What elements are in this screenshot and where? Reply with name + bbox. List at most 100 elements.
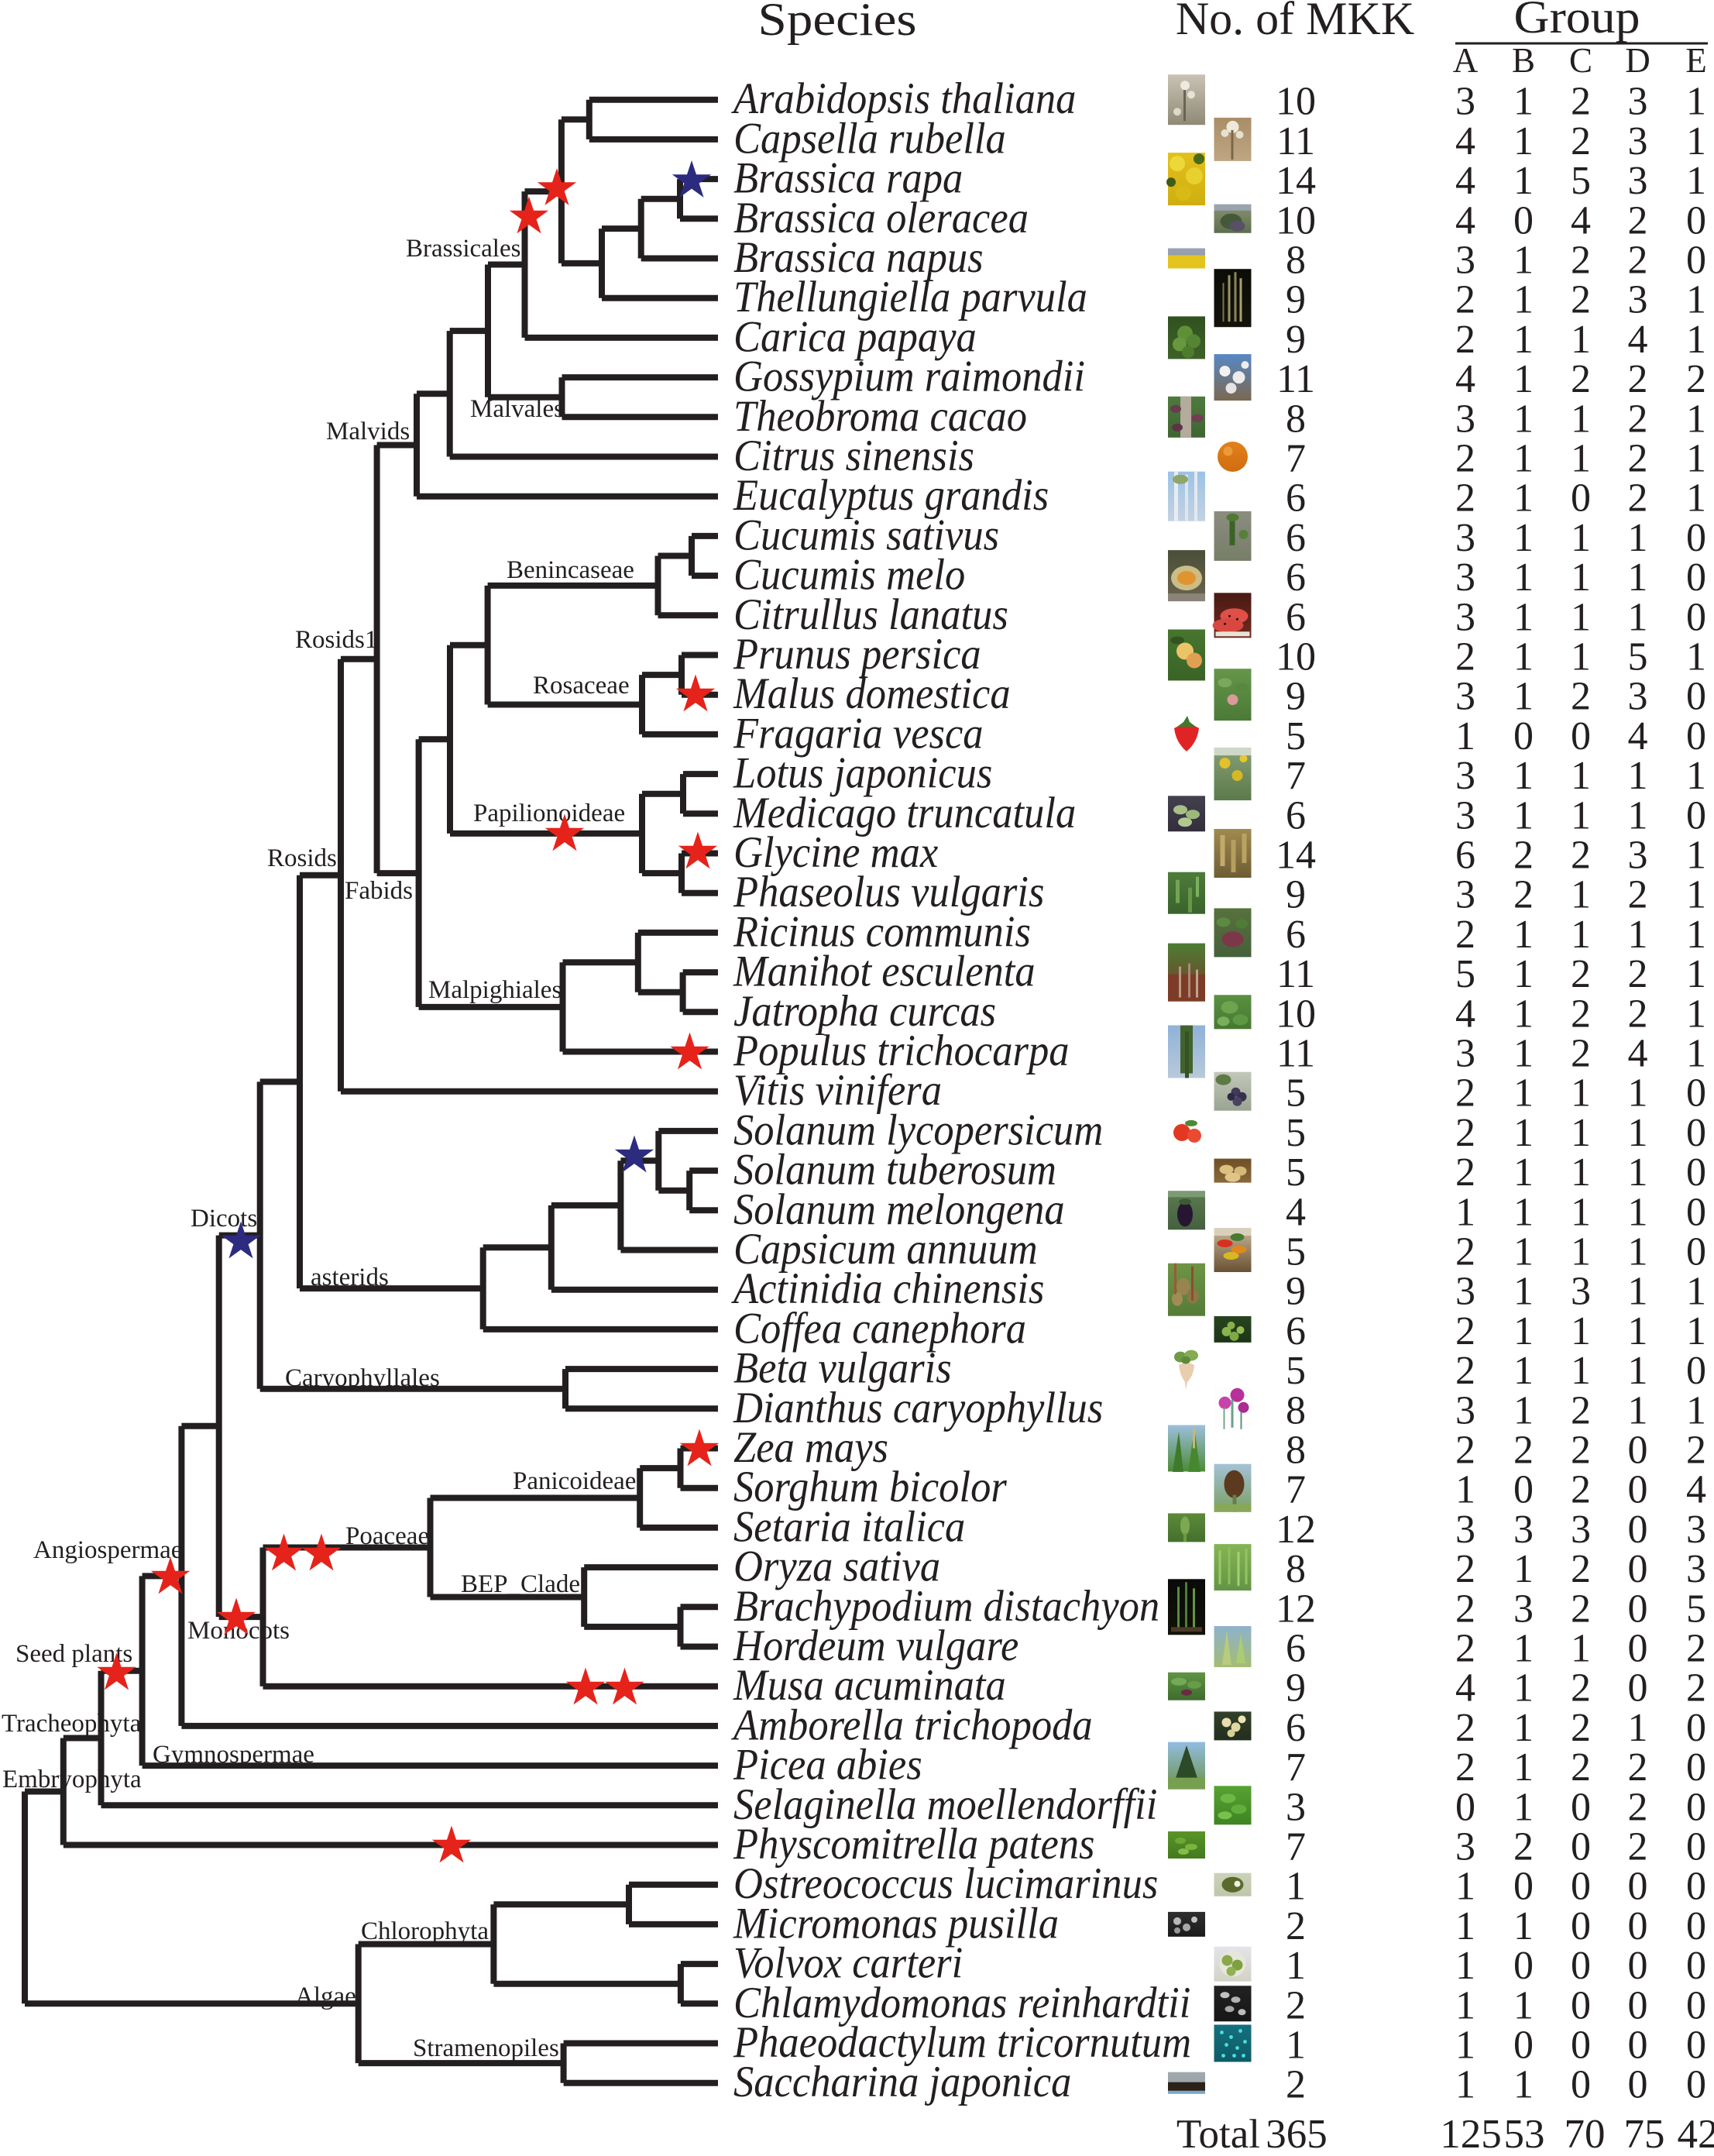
svg-text:0: 0: [1686, 1944, 1706, 1988]
svg-text:1: 1: [1513, 1270, 1534, 1314]
svg-text:Algae: Algae: [295, 1982, 356, 2010]
svg-text:2: 2: [1571, 1587, 1591, 1631]
svg-text:0: 0: [1628, 2024, 1648, 2068]
svg-text:Malpighiales: Malpighiales: [428, 976, 562, 1004]
svg-text:1: 1: [1686, 635, 1706, 679]
svg-text:3: 3: [1628, 834, 1648, 878]
svg-text:2: 2: [1628, 1785, 1648, 1829]
svg-text:1: 1: [1571, 555, 1591, 600]
svg-text:4: 4: [1455, 1666, 1475, 1711]
svg-text:1: 1: [1628, 754, 1648, 798]
svg-text:3: 3: [1628, 278, 1648, 322]
svg-text:1: 1: [1513, 1983, 1534, 2027]
svg-text:2: 2: [1455, 1547, 1475, 1591]
svg-text:8: 8: [1286, 1388, 1306, 1432]
svg-text:2: 2: [1628, 873, 1648, 917]
svg-text:1: 1: [1628, 1190, 1648, 1234]
svg-text:1: 1: [1628, 1071, 1648, 1116]
svg-text:E: E: [1685, 41, 1707, 80]
svg-text:1: 1: [1686, 992, 1706, 1036]
svg-text:2: 2: [1628, 992, 1648, 1036]
svg-text:3: 3: [1571, 1270, 1591, 1314]
svg-text:0: 0: [1513, 714, 1534, 758]
svg-text:1: 1: [1513, 1190, 1534, 1234]
svg-text:1: 1: [1513, 913, 1534, 957]
svg-text:3: 3: [1286, 1785, 1306, 1829]
svg-text:11: 11: [1276, 357, 1315, 401]
svg-text:3: 3: [1455, 793, 1475, 837]
svg-text:BEP_Clade: BEP_Clade: [461, 1570, 580, 1598]
svg-text:2: 2: [1571, 1429, 1591, 1473]
svg-text:1: 1: [1571, 873, 1591, 917]
svg-text:2: 2: [1571, 239, 1591, 283]
svg-text:14: 14: [1276, 159, 1316, 203]
svg-text:2: 2: [1628, 952, 1648, 996]
svg-text:0: 0: [1571, 1983, 1591, 2027]
svg-text:1: 1: [1455, 2063, 1475, 2107]
svg-text:1: 1: [1513, 1150, 1534, 1195]
svg-text:2: 2: [1571, 1468, 1591, 1512]
svg-text:1: 1: [1513, 1349, 1534, 1393]
svg-text:2: 2: [1513, 1825, 1534, 1869]
svg-text:0: 0: [1628, 1627, 1648, 1671]
svg-text:0: 0: [1628, 2063, 1648, 2107]
svg-text:0: 0: [1686, 555, 1706, 600]
svg-text:3: 3: [1513, 1508, 1534, 1552]
svg-text:2: 2: [1513, 1429, 1534, 1473]
svg-text:125: 125: [1440, 2112, 1502, 2152]
svg-text:1: 1: [1513, 516, 1534, 560]
svg-text:2: 2: [1513, 873, 1534, 917]
svg-text:1: 1: [1513, 1230, 1534, 1274]
svg-text:9: 9: [1286, 675, 1306, 719]
svg-text:2: 2: [1455, 1230, 1475, 1274]
svg-text:6: 6: [1286, 555, 1306, 600]
svg-text:1: 1: [1513, 992, 1534, 1036]
svg-text:7: 7: [1286, 754, 1306, 798]
svg-text:3: 3: [1455, 397, 1475, 441]
svg-text:5: 5: [1286, 1111, 1306, 1155]
svg-text:1: 1: [1455, 1904, 1475, 1948]
svg-text:Benincaseae: Benincaseae: [507, 556, 634, 584]
svg-text:1: 1: [1571, 397, 1591, 441]
svg-text:5: 5: [1628, 635, 1648, 679]
svg-text:1: 1: [1513, 1111, 1534, 1155]
svg-text:1: 1: [1513, 754, 1534, 798]
svg-text:2: 2: [1571, 1666, 1591, 1711]
svg-text:Angiospermae: Angiospermae: [33, 1536, 182, 1564]
svg-text:1: 1: [1513, 1745, 1534, 1790]
svg-text:1: 1: [1513, 278, 1534, 322]
svg-text:5: 5: [1571, 159, 1591, 203]
svg-text:0: 0: [1686, 198, 1706, 242]
svg-text:0: 0: [1628, 1944, 1648, 1988]
svg-text:2: 2: [1571, 1706, 1591, 1750]
svg-text:2: 2: [1455, 1745, 1475, 1790]
svg-text:6: 6: [1286, 913, 1306, 957]
svg-text:0: 0: [1686, 516, 1706, 560]
svg-text:1: 1: [1513, 1071, 1534, 1116]
svg-text:1: 1: [1513, 1032, 1534, 1076]
svg-text:10: 10: [1276, 992, 1316, 1036]
svg-text:5: 5: [1286, 1349, 1306, 1393]
svg-text:0: 0: [1513, 1468, 1534, 1512]
svg-text:9: 9: [1286, 873, 1306, 917]
svg-text:Malvids: Malvids: [326, 418, 410, 445]
svg-text:Dicots: Dicots: [191, 1205, 257, 1233]
svg-text:1: 1: [1571, 1349, 1591, 1393]
svg-text:1: 1: [1571, 318, 1591, 362]
svg-text:2: 2: [1571, 952, 1591, 996]
svg-text:5: 5: [1286, 714, 1306, 758]
svg-text:3: 3: [1455, 555, 1475, 600]
svg-text:3: 3: [1455, 1270, 1475, 1314]
svg-text:2: 2: [1455, 278, 1475, 322]
svg-text:0: 0: [1686, 1349, 1706, 1393]
svg-text:2: 2: [1628, 239, 1648, 283]
svg-text:1: 1: [1628, 1270, 1648, 1314]
svg-text:4: 4: [1286, 1190, 1306, 1234]
svg-text:3: 3: [1455, 80, 1475, 124]
svg-text:6: 6: [1286, 1706, 1306, 1750]
svg-text:11: 11: [1276, 1032, 1315, 1076]
svg-text:2: 2: [1571, 80, 1591, 124]
svg-text:1: 1: [1628, 1388, 1648, 1432]
svg-text:9: 9: [1286, 318, 1306, 362]
svg-text:1: 1: [1513, 1388, 1534, 1432]
